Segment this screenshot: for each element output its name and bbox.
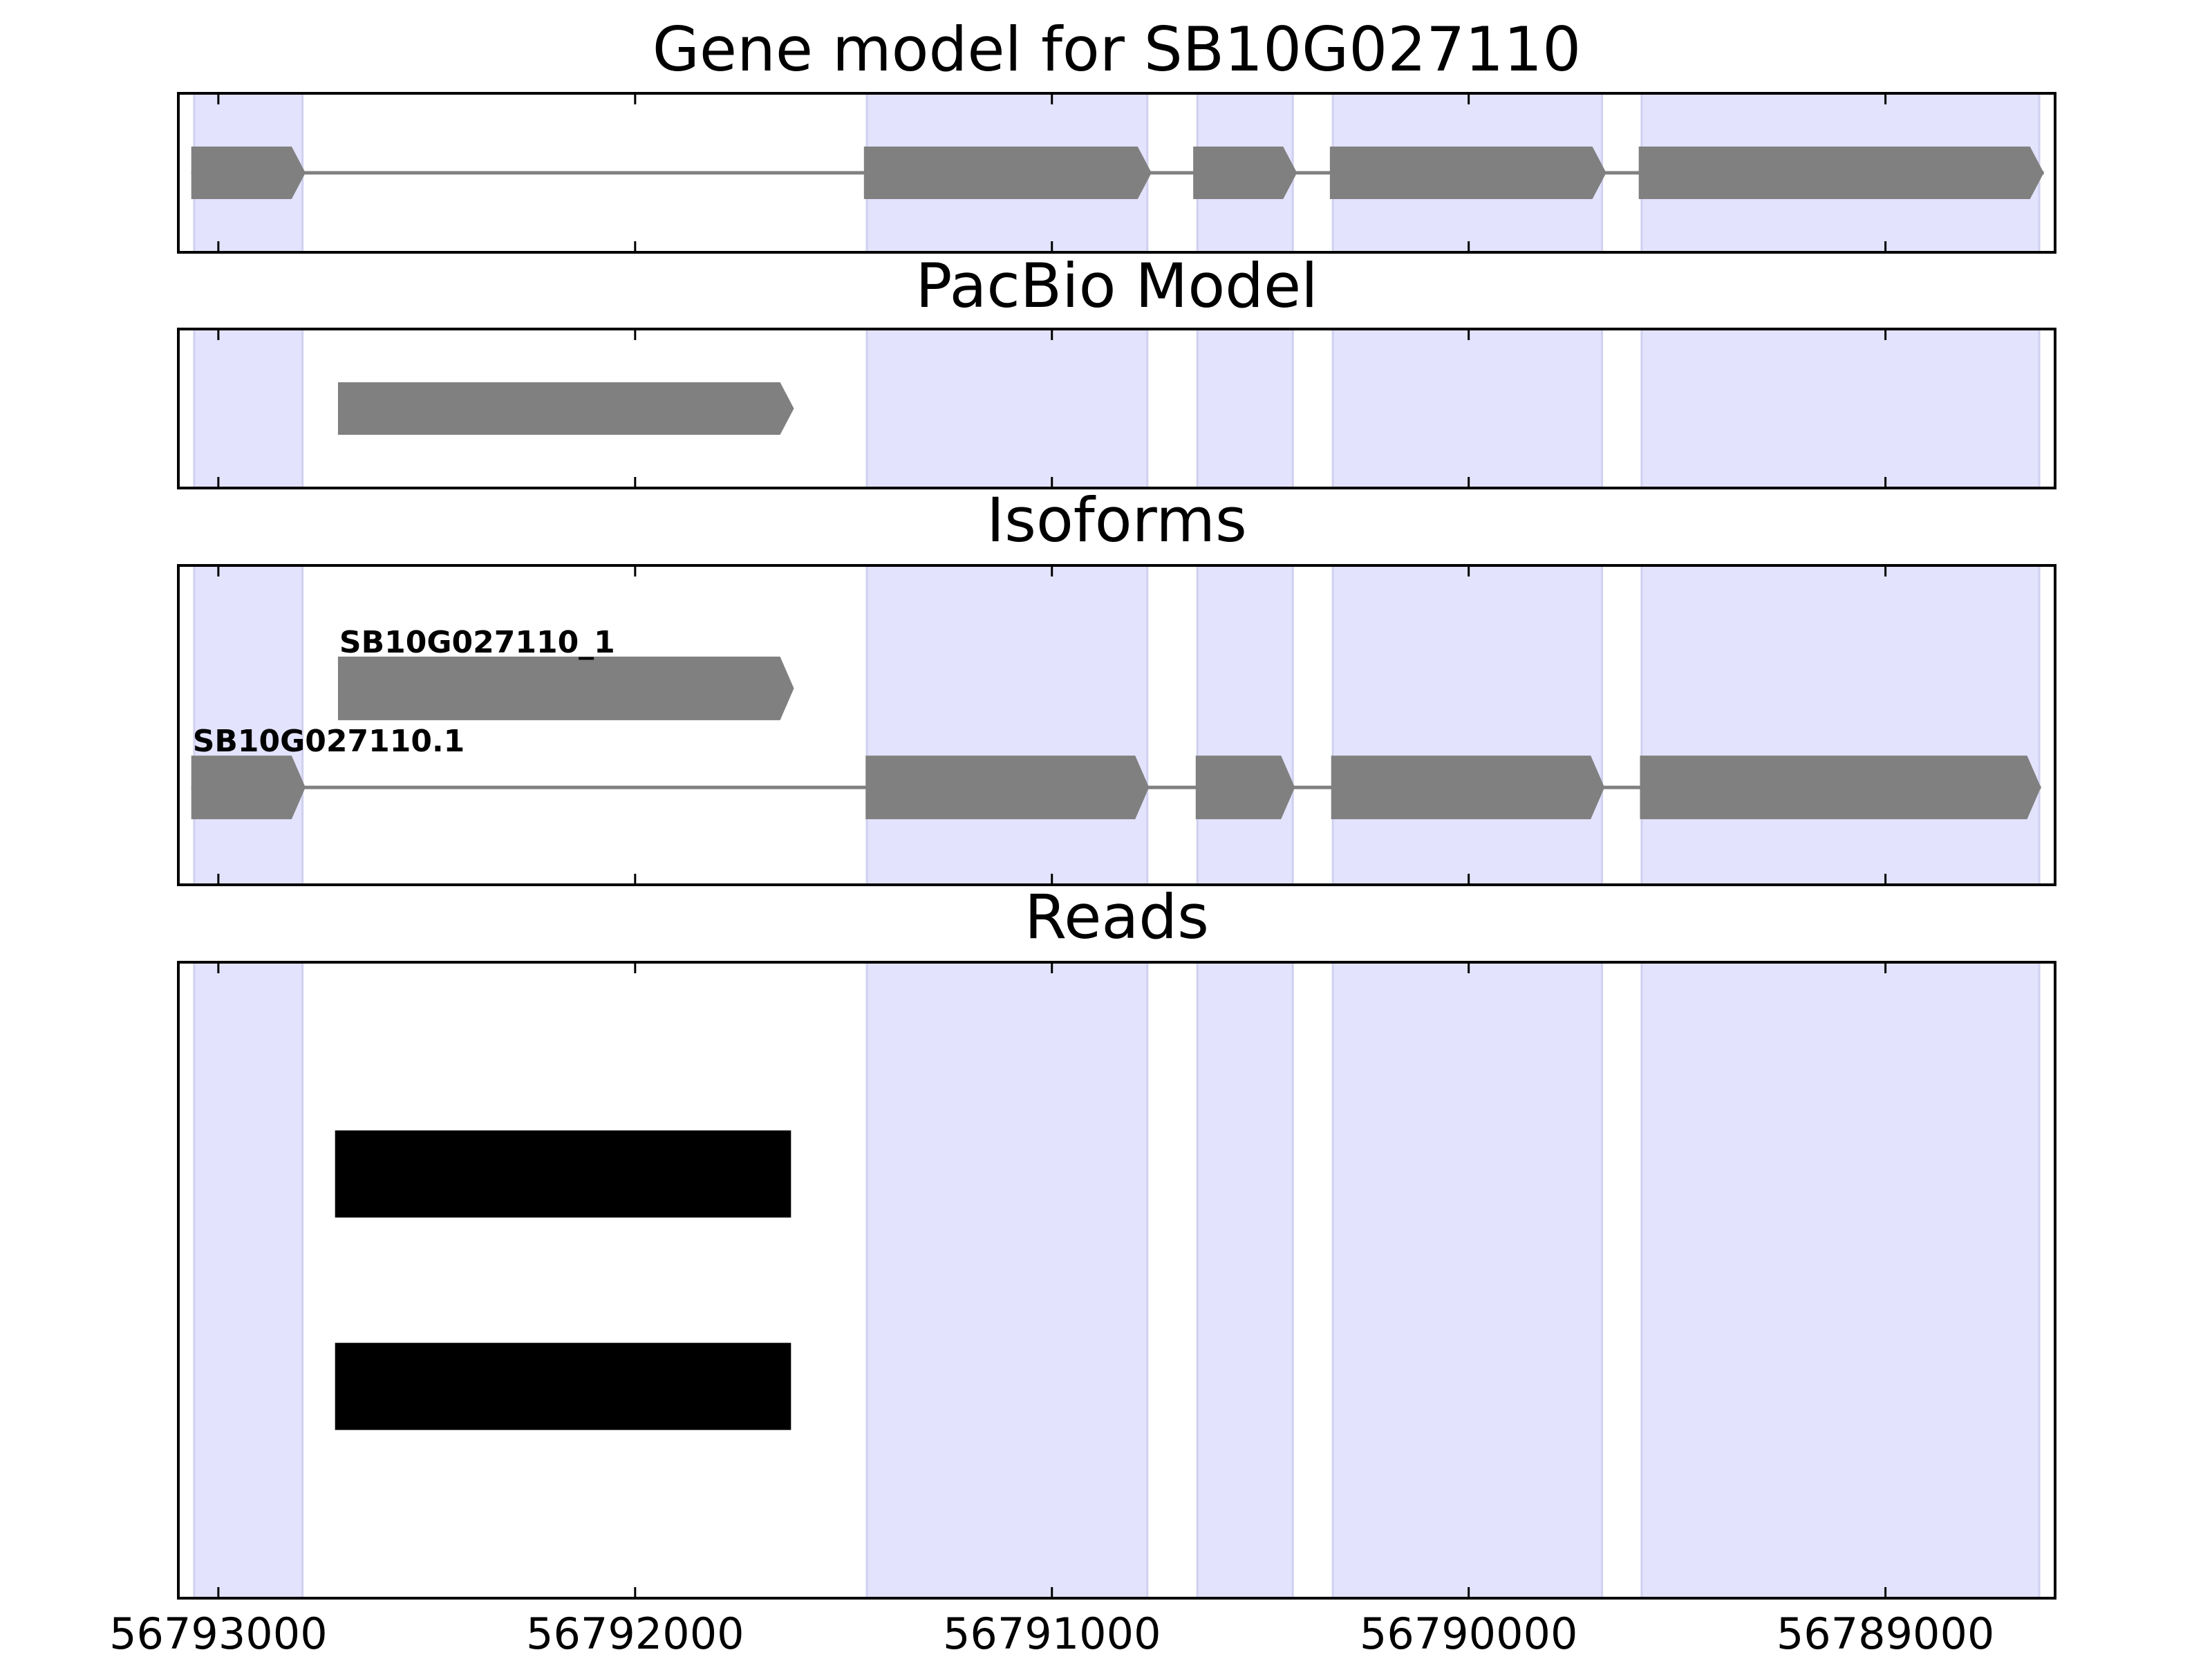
exon-highlight (1640, 961, 2041, 1600)
read (335, 1342, 791, 1430)
exon-highlight (865, 328, 1149, 489)
exon (863, 147, 1152, 199)
panel-frame (177, 92, 2056, 254)
exon (1329, 147, 1606, 199)
exon-highlight (1196, 961, 1294, 1600)
exon-highlight (1331, 961, 1604, 1600)
exon (337, 656, 794, 720)
exon (191, 147, 306, 199)
exon-highlight (865, 564, 1149, 886)
panel-title: Isoforms (986, 485, 1247, 556)
panel-frame (177, 328, 2056, 489)
x-tick-label: 56791000 (943, 1609, 1161, 1659)
x-tick-label: 56793000 (109, 1609, 328, 1659)
exon-highlight (1640, 328, 2041, 489)
exon (191, 756, 306, 820)
panel-title: PacBio Model (915, 250, 1318, 321)
panel-title: Gene model for SB10G027110 (653, 14, 1582, 85)
exon-highlight (1196, 328, 1294, 489)
exon-highlight (1331, 328, 1604, 489)
exon (1640, 756, 2041, 820)
exon-highlight (1640, 564, 2041, 886)
x-tick-label: 56790000 (1360, 1609, 1578, 1659)
exon (1331, 756, 1605, 820)
exon-highlight (193, 961, 304, 1600)
exon-highlight (865, 961, 1149, 1600)
exon (865, 756, 1150, 820)
panel-frame (177, 564, 2056, 886)
exon-highlight (193, 328, 304, 489)
read (335, 1130, 791, 1218)
exon-highlight (1331, 564, 1604, 886)
exon (1193, 147, 1297, 199)
isoform-label: SB10G027110_1 (339, 625, 615, 660)
exon-highlight (1196, 564, 1294, 886)
panel-title: Reads (1024, 881, 1209, 953)
exon (337, 382, 794, 435)
exon-highlight (193, 564, 304, 886)
exon (1195, 756, 1295, 820)
x-tick-label: 56789000 (1777, 1609, 1995, 1659)
exon (1638, 147, 2044, 199)
x-tick-label: 56792000 (526, 1609, 744, 1659)
isoform-label: SB10G027110.1 (193, 724, 465, 759)
panel-frame (177, 961, 2056, 1600)
